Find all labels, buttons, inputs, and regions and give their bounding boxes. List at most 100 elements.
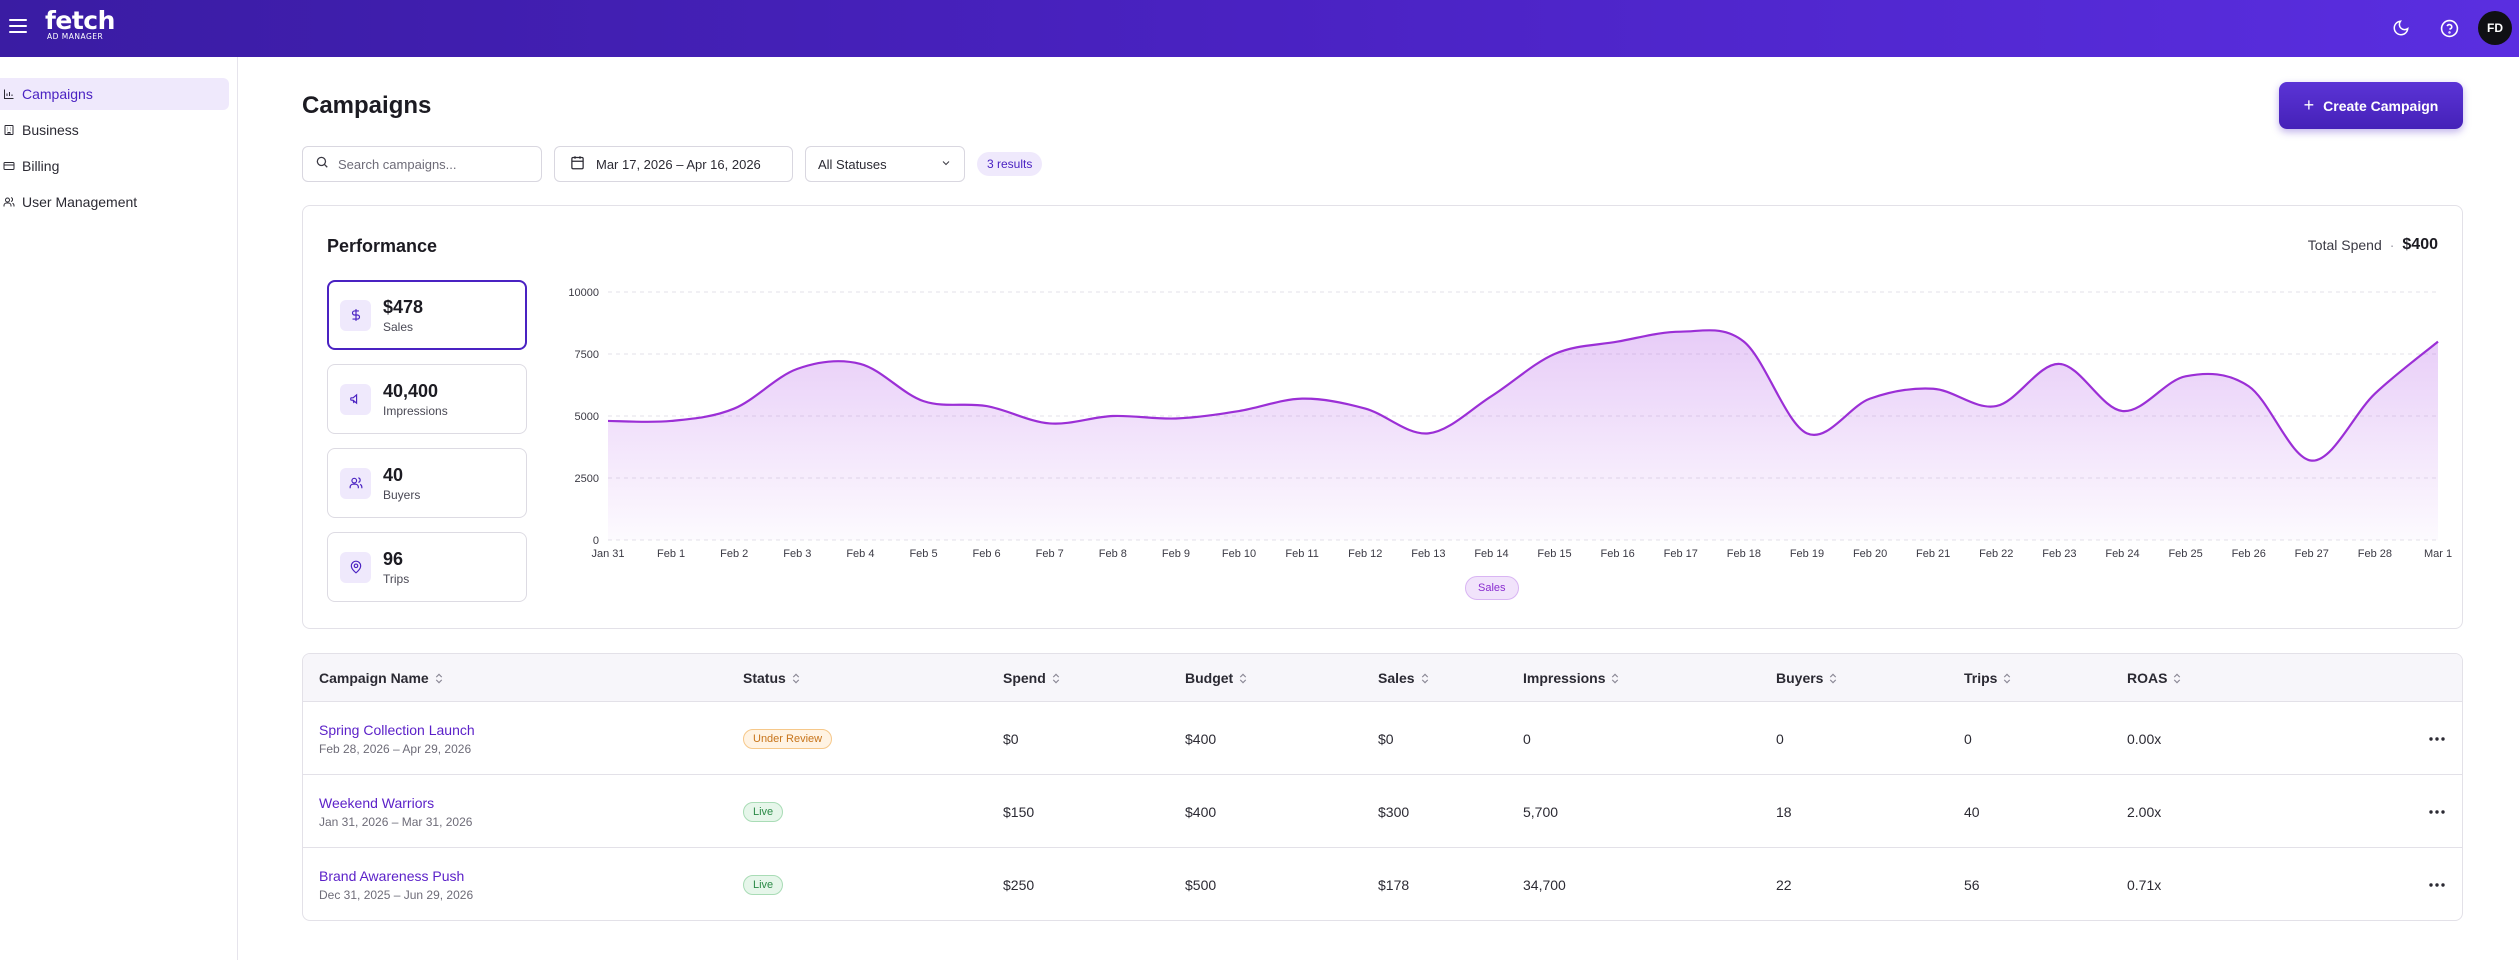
sidebar-item-billing[interactable]: Billing <box>0 150 229 182</box>
sales-cell: $300 <box>1378 803 1410 820</box>
sort-icon[interactable] <box>1239 673 1247 684</box>
sort-icon[interactable] <box>435 673 443 684</box>
sort-icon[interactable] <box>1421 673 1429 684</box>
help-icon[interactable] <box>2435 14 2463 42</box>
date-range-text: Mar 17, 2026 – Apr 16, 2026 <box>596 156 761 172</box>
page-title: Campaigns <box>302 92 432 119</box>
campaign-dates: Jan 31, 2026 – Mar 31, 2026 <box>319 814 473 829</box>
column-header-name[interactable]: Campaign Name <box>319 654 443 702</box>
logo-subtitle: AD MANAGER <box>47 32 104 41</box>
x-tick-label: Feb 5 <box>909 548 937 560</box>
x-tick-label: Feb 11 <box>1285 548 1318 560</box>
chevron-down-icon <box>940 157 952 172</box>
status-filter-select[interactable]: All Statuses <box>805 146 965 182</box>
legend-sales[interactable]: Sales <box>1465 576 1519 600</box>
table-row[interactable]: Spring Collection Launch Feb 28, 2026 – A… <box>303 702 2462 775</box>
more-options-icon[interactable] <box>2426 728 2448 750</box>
y-tick-label: 0 <box>593 535 599 547</box>
metric-value: $478 <box>383 297 424 317</box>
menu-icon[interactable] <box>9 19 27 33</box>
impressions-cell: 5,700 <box>1523 803 1559 820</box>
metric-card-trips[interactable]: 96 Trips <box>327 532 527 602</box>
column-header-roas[interactable]: ROAS <box>2127 654 2181 702</box>
column-header-budget[interactable]: Budget <box>1185 654 1247 702</box>
y-tick-label: 5000 <box>575 411 599 423</box>
table-row[interactable]: Weekend Warriors Jan 31, 2026 – Mar 31, 2… <box>303 775 2462 848</box>
sort-icon[interactable] <box>1611 673 1619 684</box>
metric-value: 40 <box>383 465 404 485</box>
metric-label: Impressions <box>383 404 448 418</box>
column-header-buyers[interactable]: Buyers <box>1776 654 1837 702</box>
x-tick-label: Feb 28 <box>2358 548 2392 560</box>
table-header: Campaign Name Status Spend Budget Sales Impre… <box>303 654 2462 702</box>
trips-cell: 40 <box>1964 803 1980 820</box>
search-box[interactable] <box>302 146 542 182</box>
metric-card-sales[interactable]: $478 Sales <box>327 280 527 350</box>
total-spend: Total Spend · $400 <box>2308 236 2438 254</box>
more-options-icon[interactable] <box>2426 801 2448 823</box>
sort-icon[interactable] <box>1052 673 1060 684</box>
sidebar-item-business[interactable]: Business <box>0 114 229 146</box>
sidebar-item-label: User Management <box>22 194 138 210</box>
moon-icon[interactable] <box>2387 14 2415 42</box>
column-header-spend[interactable]: Spend <box>1003 654 1060 702</box>
column-header-trips[interactable]: Trips <box>1964 654 2011 702</box>
metric-card-buyers[interactable]: 40 Buyers <box>327 448 527 518</box>
metric-label: Sales <box>383 320 414 334</box>
x-tick-label: Feb 4 <box>846 548 874 560</box>
campaign-name-link[interactable]: Weekend Warriors <box>319 794 435 811</box>
campaign-name-link[interactable]: Spring Collection Launch <box>319 721 475 738</box>
campaign-name-link[interactable]: Brand Awareness Push <box>319 867 465 884</box>
status-badge: Under Review <box>743 728 833 749</box>
date-range-picker[interactable]: Mar 17, 2026 – Apr 16, 2026 <box>554 146 793 182</box>
campaign-name-cell: Spring Collection Launch Feb 28, 2026 – A… <box>319 702 475 775</box>
metric-value: 40,400 <box>383 381 439 401</box>
x-tick-label: Feb 26 <box>2232 548 2266 560</box>
campaigns-table: Campaign Name Status Spend Budget Sales Impre… <box>302 653 2463 921</box>
performance-title: Performance <box>327 236 438 256</box>
spend-cell: $250 <box>1003 876 1035 893</box>
performance-card: Performance Total Spend · $400 $478 Sale… <box>302 205 2463 629</box>
users-icon <box>0 196 18 208</box>
x-tick-label: Feb 21 <box>1916 548 1950 560</box>
top-bar: fetch AD MANAGER FD <box>0 0 2519 57</box>
sort-icon[interactable] <box>792 673 800 684</box>
building-icon <box>0 124 18 136</box>
column-header-label: Sales <box>1378 670 1415 686</box>
column-header-label: ROAS <box>2127 670 2168 686</box>
sort-icon[interactable] <box>2173 673 2181 684</box>
campaign-dates: Feb 28, 2026 – Apr 29, 2026 <box>319 741 472 756</box>
spend-cell: $150 <box>1003 803 1035 820</box>
create-campaign-button[interactable]: + Create Campaign <box>2279 82 2463 129</box>
column-header-label: Spend <box>1003 670 1046 686</box>
metric-value: 96 <box>383 549 404 569</box>
avatar[interactable]: FD <box>2478 11 2512 45</box>
column-header-sales[interactable]: Sales <box>1378 654 1429 702</box>
sort-icon[interactable] <box>2003 673 2011 684</box>
column-header-impressions[interactable]: Impressions <box>1523 654 1619 702</box>
sidebar-item-user-management[interactable]: User Management <box>0 186 229 218</box>
more-options-icon[interactable] <box>2426 874 2448 896</box>
status-cell: Live <box>743 848 784 920</box>
x-tick-label: Feb 13 <box>1411 548 1445 560</box>
metric-card-impressions[interactable]: 40,400 Impressions <box>327 364 527 434</box>
x-tick-label: Jan 31 <box>591 548 624 560</box>
metric-label: Trips <box>383 572 410 586</box>
plus-icon: + <box>2303 95 2315 115</box>
x-tick-label: Feb 27 <box>2295 548 2329 560</box>
impressions-cell: 0 <box>1523 730 1531 747</box>
column-header-status[interactable]: Status <box>743 654 800 702</box>
sort-icon[interactable] <box>1829 673 1837 684</box>
logo[interactable]: fetch AD MANAGER <box>45 8 115 42</box>
search-input[interactable] <box>338 156 528 172</box>
x-tick-label: Feb 9 <box>1162 548 1190 560</box>
sidebar-item-campaigns[interactable]: Campaigns <box>0 78 229 110</box>
budget-cell: $500 <box>1185 876 1217 893</box>
buyers-cell: 22 <box>1776 876 1792 893</box>
trips-cell: 0 <box>1964 730 1972 747</box>
table-row[interactable]: Brand Awareness Push Dec 31, 2025 – Jun 2… <box>303 848 2462 920</box>
series-line-sales <box>607 329 2439 462</box>
column-header-label: Buyers <box>1776 670 1824 686</box>
y-tick-label: 7500 <box>575 349 599 361</box>
campaign-name-cell: Brand Awareness Push Dec 31, 2025 – Jun 2… <box>319 848 473 920</box>
